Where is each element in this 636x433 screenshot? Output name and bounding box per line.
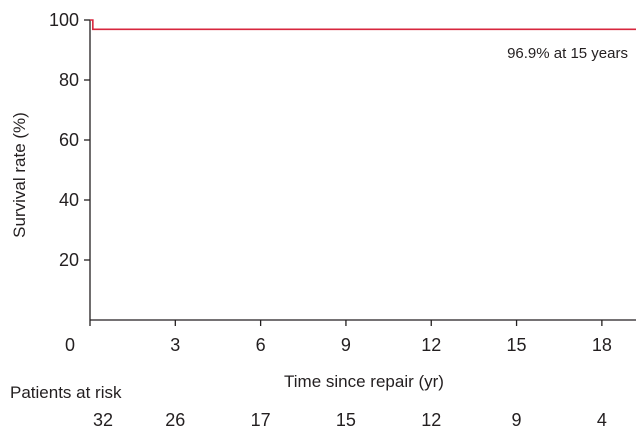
x-axis: 0 3 6 9 12 15 18	[65, 319, 636, 355]
risk-table-value: 32	[93, 410, 113, 430]
y-tick-label: 60	[59, 130, 79, 150]
y-tick-label: 100	[49, 10, 79, 30]
x-axis-title: Time since repair (yr)	[284, 372, 444, 391]
y-tick-label: 80	[59, 70, 79, 90]
x-tick-label: 9	[341, 335, 351, 355]
x-tick-label: 6	[256, 335, 266, 355]
x-tick-label: 18	[592, 335, 612, 355]
risk-table-value: 15	[336, 410, 356, 430]
x-tick-label: 15	[507, 335, 527, 355]
risk-table-values: 32 26 17 15 12 9 4	[93, 410, 607, 430]
series-layer	[90, 19, 636, 31]
x-tick-label: 3	[170, 335, 180, 355]
risk-table-value: 4	[597, 410, 607, 430]
risk-table-title: Patients at risk	[10, 383, 122, 402]
survival-curve	[90, 19, 636, 31]
risk-table-value: 26	[165, 410, 185, 430]
risk-table-value: 9	[512, 410, 522, 430]
risk-table-value: 12	[421, 410, 441, 430]
x-tick-label: 12	[421, 335, 441, 355]
risk-table-value: 17	[251, 410, 271, 430]
y-tick-label: 40	[59, 190, 79, 210]
y-axis-title: Survival rate (%)	[10, 112, 29, 238]
y-axis: 20 40 60 80 100	[49, 10, 91, 320]
x-tick-label: 0	[65, 335, 75, 355]
annotation-label: 96.9% at 15 years	[507, 45, 628, 62]
y-tick-label: 20	[59, 250, 79, 270]
